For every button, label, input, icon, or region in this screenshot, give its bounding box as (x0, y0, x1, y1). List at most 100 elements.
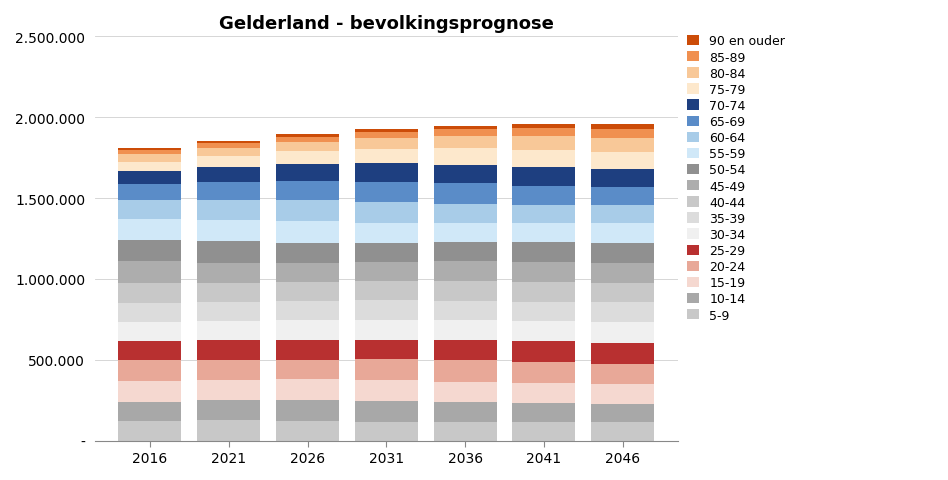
Legend: 90 en ouder, 85-89, 80-84, 75-79, 70-74, 65-69, 60-64, 55-59, 50-54, 45-49, 40-4: 90 en ouder, 85-89, 80-84, 75-79, 70-74,… (687, 36, 785, 322)
Bar (118, 201, 181, 219)
Bar (276, 340, 339, 360)
Bar (197, 360, 261, 381)
Bar (512, 362, 575, 383)
Bar (355, 223, 418, 243)
Bar (433, 204, 497, 224)
Bar (197, 142, 261, 144)
Bar (433, 130, 497, 137)
Bar (118, 341, 181, 360)
Bar (433, 281, 497, 301)
Bar (512, 151, 575, 167)
Bar (512, 129, 575, 137)
Bar (355, 340, 418, 360)
Bar (592, 125, 654, 130)
Bar (276, 360, 339, 380)
Bar (355, 164, 418, 182)
Bar (592, 139, 654, 153)
Bar (355, 401, 418, 421)
Bar (592, 224, 654, 243)
Bar (433, 224, 497, 243)
Bar (355, 301, 418, 321)
Bar (512, 321, 575, 341)
Bar (433, 340, 497, 360)
Bar (276, 400, 339, 421)
Bar (276, 165, 339, 181)
Bar (197, 420, 261, 441)
Bar (592, 243, 654, 263)
Bar (512, 282, 575, 302)
Bar (512, 224, 575, 242)
Bar (355, 380, 418, 401)
Bar (433, 137, 497, 149)
Bar (276, 421, 339, 441)
Bar (355, 130, 418, 133)
Bar (276, 181, 339, 201)
Bar (118, 284, 181, 304)
Bar (592, 303, 654, 323)
Bar (197, 322, 261, 340)
Bar (197, 241, 261, 264)
Bar (592, 384, 654, 404)
Bar (197, 340, 261, 360)
Bar (433, 382, 497, 402)
Bar (355, 282, 418, 301)
Bar (118, 381, 181, 402)
Bar (592, 344, 654, 364)
Bar (512, 186, 575, 205)
Bar (276, 264, 339, 282)
Bar (433, 321, 497, 340)
Bar (433, 402, 497, 422)
Bar (433, 184, 497, 204)
Bar (355, 243, 418, 263)
Bar (433, 301, 497, 321)
Bar (355, 421, 418, 441)
Bar (592, 323, 654, 344)
Bar (355, 133, 418, 139)
Bar (197, 303, 261, 322)
Bar (197, 200, 261, 220)
Bar (355, 202, 418, 223)
Bar (355, 182, 418, 202)
Bar (118, 240, 181, 262)
Bar (433, 262, 497, 281)
Bar (355, 321, 418, 340)
Bar (276, 243, 339, 264)
Bar (592, 364, 654, 384)
Bar (512, 167, 575, 186)
Bar (592, 130, 654, 139)
Bar (512, 262, 575, 282)
Bar (276, 137, 339, 143)
Bar (118, 323, 181, 341)
Bar (276, 135, 339, 137)
Bar (197, 400, 261, 420)
Bar (276, 320, 339, 340)
Bar (512, 125, 575, 129)
Bar (118, 219, 181, 240)
Bar (512, 403, 575, 422)
Bar (592, 283, 654, 303)
Bar (118, 172, 181, 185)
Bar (512, 422, 575, 441)
Bar (276, 221, 339, 243)
Bar (118, 421, 181, 441)
Bar (355, 360, 418, 380)
Bar (276, 301, 339, 320)
Bar (512, 302, 575, 321)
Bar (197, 148, 261, 156)
Bar (592, 170, 654, 188)
Bar (355, 149, 418, 164)
Bar (355, 263, 418, 282)
Bar (197, 168, 261, 182)
Bar (118, 151, 181, 155)
Bar (118, 155, 181, 162)
Bar (433, 422, 497, 441)
Bar (433, 149, 497, 165)
Bar (118, 262, 181, 284)
Bar (512, 383, 575, 403)
Bar (592, 188, 654, 205)
Bar (197, 381, 261, 400)
Bar (276, 201, 339, 221)
Bar (512, 341, 575, 362)
Bar (197, 156, 261, 168)
Bar (118, 185, 181, 201)
